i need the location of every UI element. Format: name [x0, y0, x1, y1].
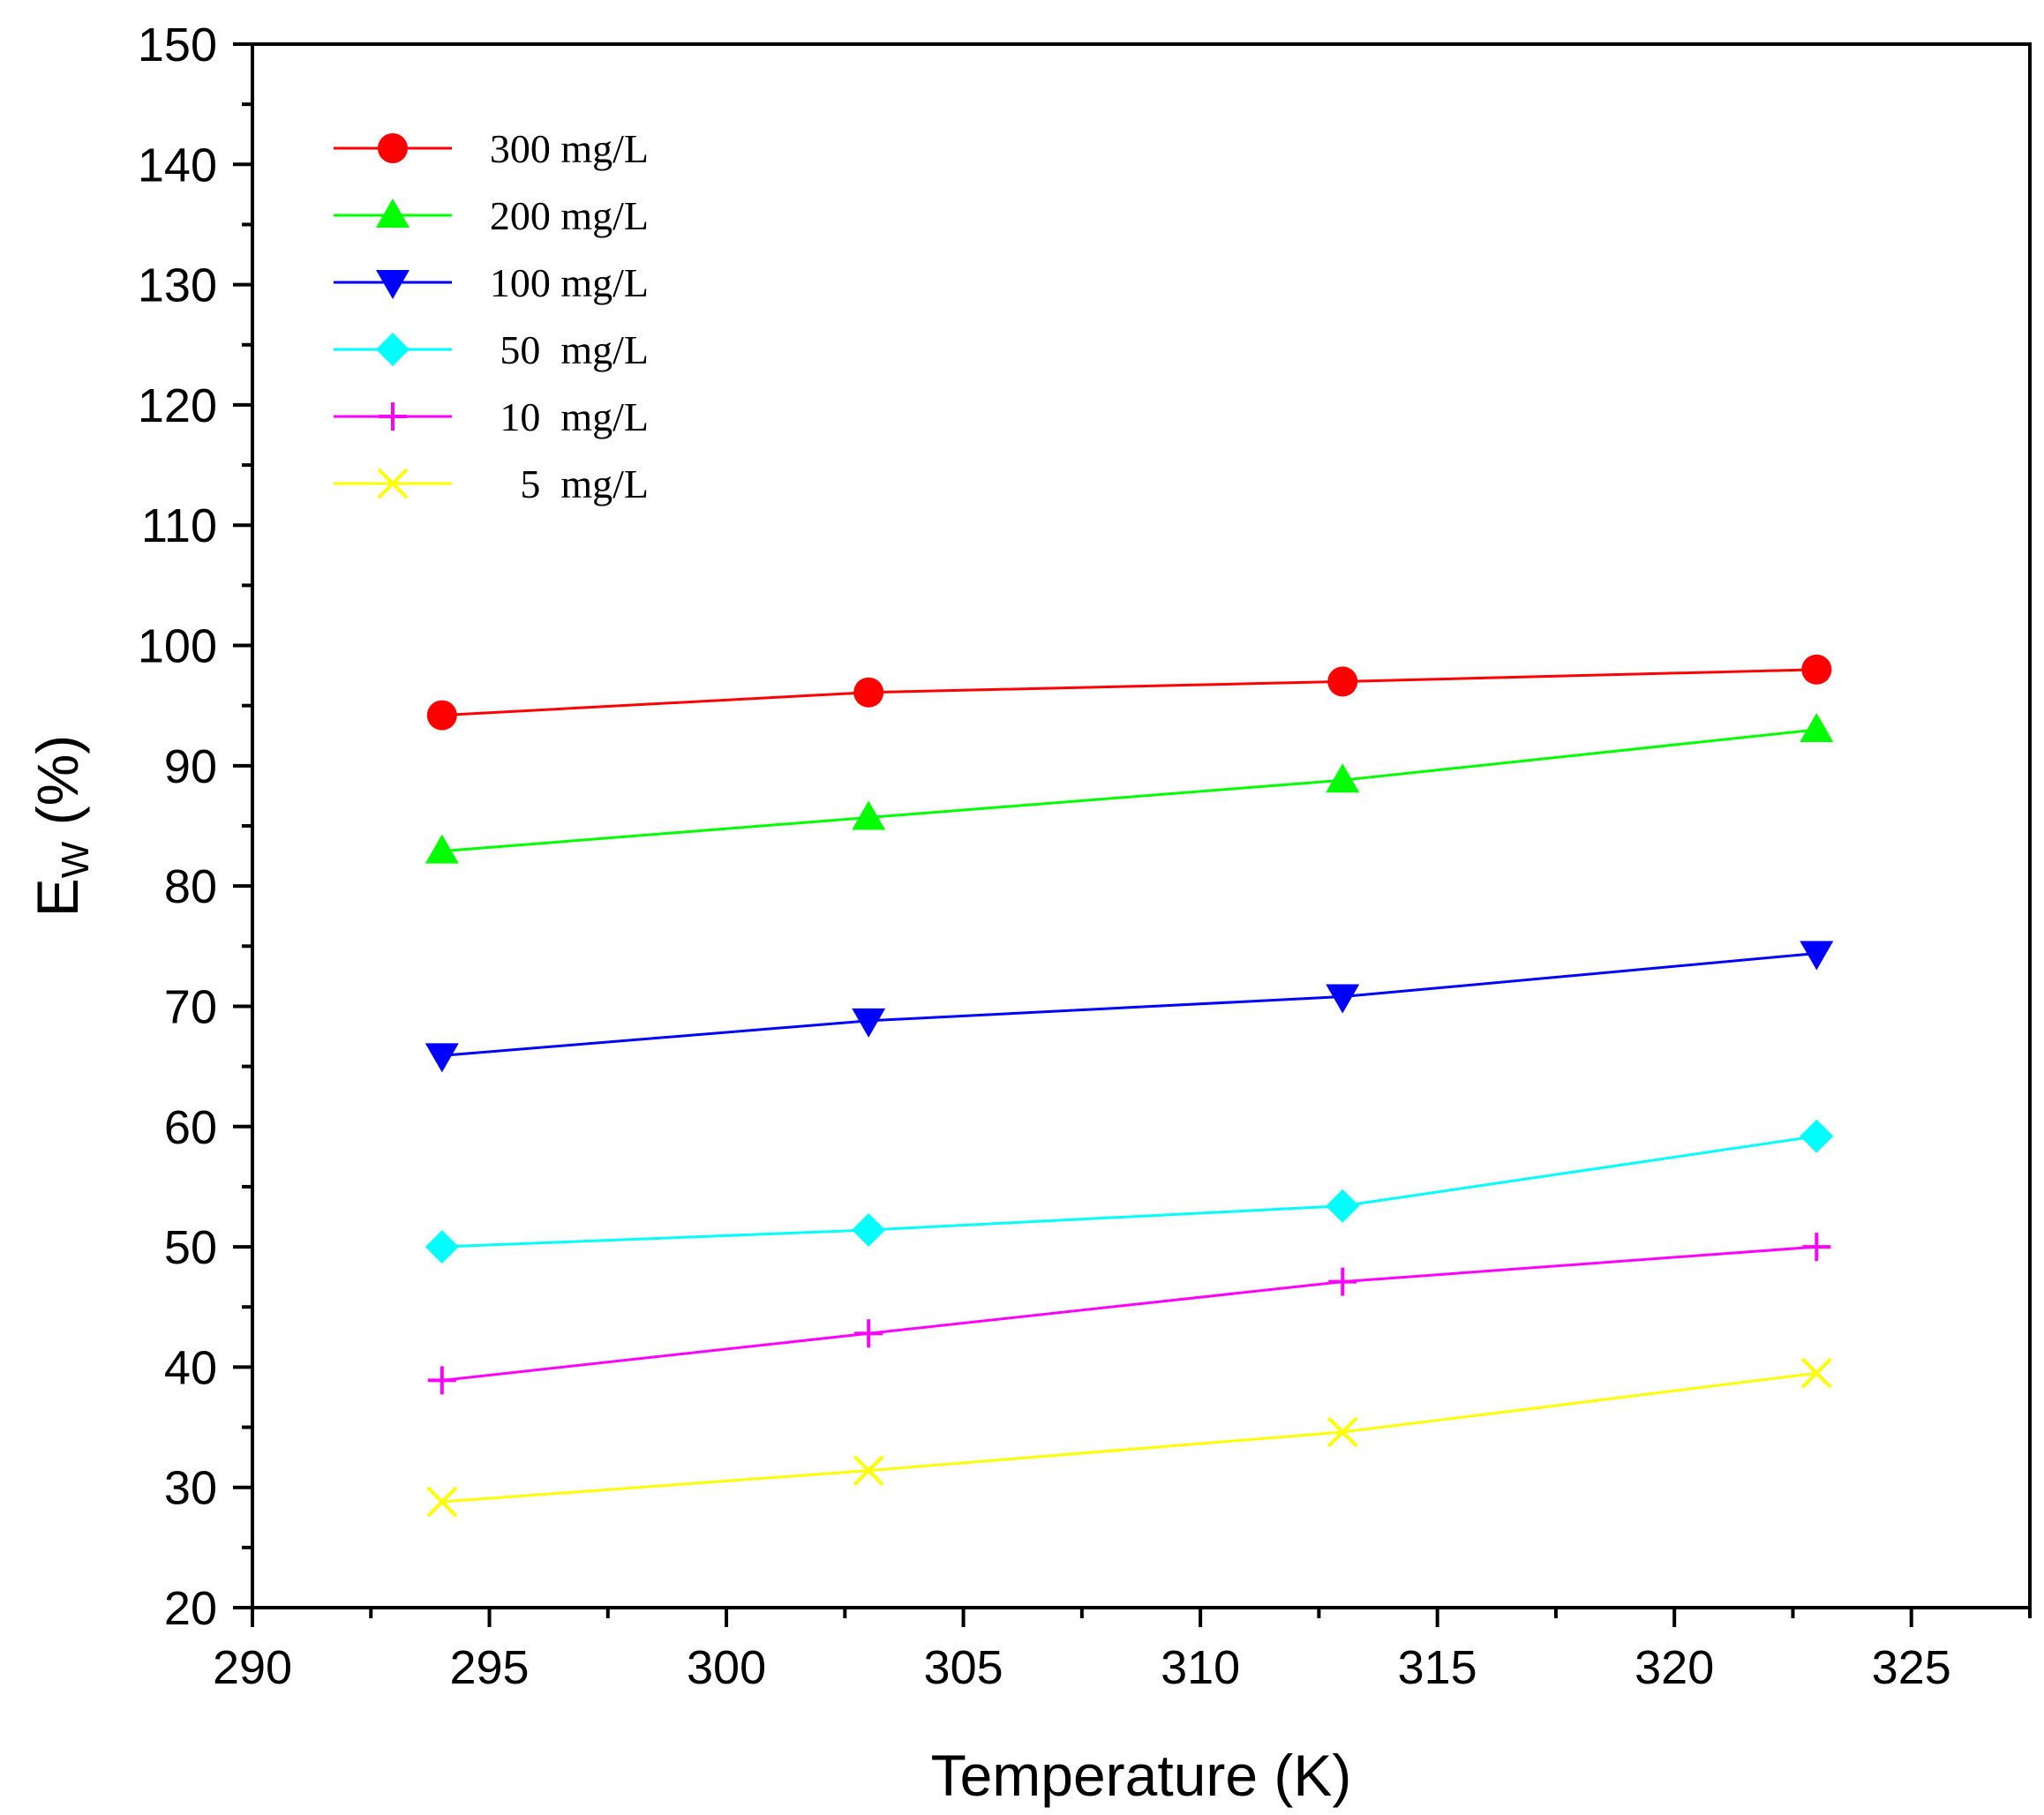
data-point — [427, 1366, 456, 1395]
x-tick-label: 325 — [1872, 1641, 1951, 1694]
data-point — [425, 834, 459, 864]
data-point — [852, 1212, 886, 1247]
y-tick-label: 50 — [164, 1221, 217, 1274]
y-tick-label: 140 — [138, 139, 217, 191]
data-point — [1800, 1357, 1832, 1389]
x-tick-label: 320 — [1634, 1641, 1714, 1694]
x-tick-label: 295 — [449, 1641, 529, 1694]
y-tick-label: 130 — [138, 259, 217, 312]
x-tick-label: 290 — [213, 1641, 292, 1694]
y-tick-label: 100 — [138, 620, 217, 673]
series-line — [441, 1135, 1817, 1249]
data-point — [426, 1486, 458, 1518]
series-1 — [425, 712, 1834, 864]
series-line — [441, 668, 1817, 717]
marker-stroke — [1326, 1416, 1358, 1448]
legend-marker — [377, 468, 409, 499]
y-tick-label: 40 — [164, 1341, 217, 1394]
series-line — [441, 1371, 1817, 1504]
series-4 — [427, 1233, 1831, 1395]
plot-frame — [251, 42, 2032, 1609]
series-line — [441, 728, 1817, 853]
legend-marker — [376, 333, 410, 366]
data-point — [1326, 984, 1360, 1014]
y-axis-title-sub: W — [54, 841, 97, 878]
legend-label: 200 mg/L — [490, 193, 649, 238]
data-point — [1800, 712, 1834, 742]
y-tick-label: 110 — [141, 499, 217, 552]
x-tick-label: 300 — [687, 1641, 766, 1694]
data-point — [1326, 1189, 1360, 1223]
y-tick-label: 60 — [164, 1101, 217, 1154]
tick-labels: 290 295 300 305 310 315 320 325 20 30 40 50 60 70 80 90… — [138, 19, 1951, 1694]
series-line — [441, 951, 1817, 1057]
data-point — [426, 700, 457, 731]
legend-marker — [376, 270, 410, 299]
y-axis-title: EW (%) — [25, 735, 97, 918]
legend-marker — [378, 133, 408, 163]
data-point — [1801, 654, 1832, 685]
x-tick-label: 310 — [1161, 1641, 1240, 1694]
series-line — [441, 1245, 1817, 1382]
data-point — [853, 677, 884, 708]
y-tick-label: 30 — [164, 1462, 217, 1515]
data-point — [1802, 1233, 1831, 1262]
y-axis-title-unit: (%) — [25, 735, 90, 842]
y-tick-label: 20 — [164, 1582, 217, 1635]
y-tick-label: 150 — [138, 19, 217, 71]
legend-label: 300 mg/L — [490, 126, 649, 171]
legend-item: 50 mg/L — [334, 327, 649, 372]
series-3 — [425, 1119, 1834, 1264]
legend-item: 300 mg/L — [334, 126, 649, 171]
legend-item: 200 mg/L — [334, 193, 649, 238]
y-tick-label: 120 — [138, 379, 217, 432]
marker-stroke — [1800, 1357, 1832, 1389]
y-tick-label: 90 — [164, 740, 217, 793]
x-tick-label: 305 — [924, 1641, 1003, 1694]
data-point — [853, 1455, 884, 1487]
legend-item: 5 mg/L — [334, 461, 649, 506]
series-layer — [425, 654, 1834, 1518]
data-point — [425, 1230, 459, 1264]
marker-stroke — [426, 1486, 458, 1518]
legend-label: 10 mg/L — [500, 394, 649, 439]
y-tick-label: 70 — [164, 980, 217, 1033]
y-axis-title-main: E — [25, 878, 90, 917]
legend-item: 10 mg/L — [334, 394, 649, 439]
legend-item: 100 mg/L — [334, 260, 649, 305]
series-2 — [425, 941, 1834, 1073]
legend-label: 100 mg/L — [490, 260, 649, 305]
data-point — [854, 1319, 883, 1348]
x-axis-title: Temperature (K) — [931, 1743, 1352, 1808]
data-point — [852, 1008, 886, 1038]
series-5 — [426, 1357, 1832, 1518]
series-0 — [426, 654, 1832, 731]
data-point — [1800, 1119, 1834, 1153]
data-point — [425, 1043, 459, 1073]
data-point — [1800, 941, 1834, 971]
legend-marker — [376, 199, 410, 228]
data-point — [1326, 763, 1360, 793]
legend-marker — [379, 402, 407, 431]
legend: 300 mg/L 200 mg/L 100 mg/L 50 mg/L 10 mg/L 5 … — [334, 126, 649, 506]
legend-label: 50 mg/L — [500, 327, 649, 372]
data-point — [852, 800, 886, 830]
data-point — [1327, 666, 1358, 697]
legend-label: 5 mg/L — [520, 461, 649, 506]
marker-stroke — [377, 468, 409, 499]
data-point — [1328, 1267, 1357, 1296]
x-tick-label: 315 — [1398, 1641, 1477, 1694]
y-tick-label: 80 — [164, 860, 217, 913]
marker-stroke — [853, 1455, 884, 1487]
data-point — [1326, 1416, 1358, 1448]
